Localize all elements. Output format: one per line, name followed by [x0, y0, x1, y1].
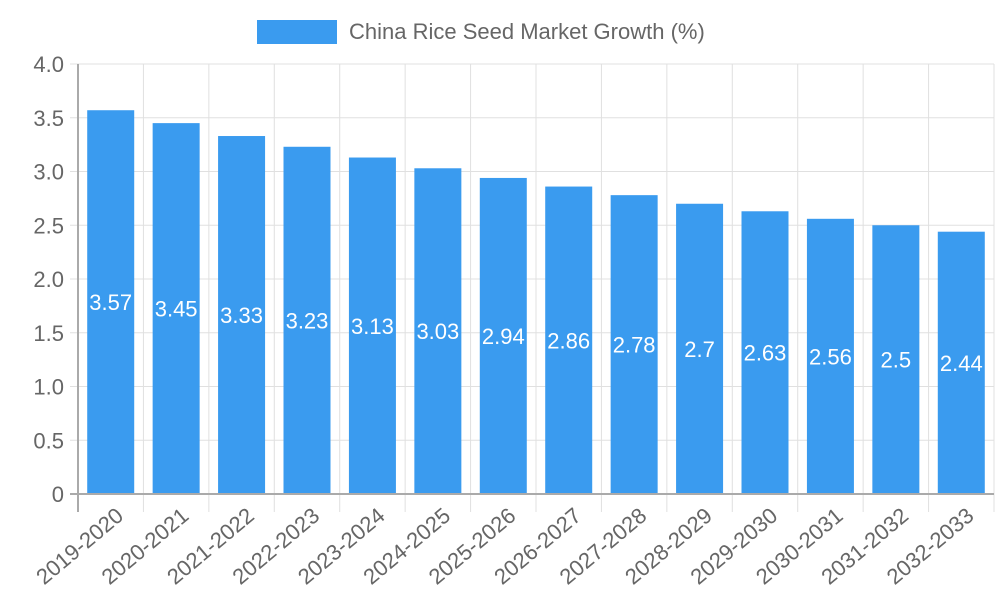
bar-value-label: 3.33 — [220, 303, 263, 328]
bar[interactable] — [87, 110, 135, 494]
bar-value-label: 2.78 — [613, 333, 656, 358]
y-tick-label: 3.0 — [33, 160, 64, 185]
bar[interactable] — [283, 146, 331, 494]
bar[interactable] — [218, 136, 266, 494]
bar[interactable] — [872, 225, 920, 494]
y-tick-label: 2.0 — [33, 267, 64, 292]
bar[interactable] — [152, 123, 200, 494]
bar[interactable] — [741, 211, 789, 494]
bar[interactable] — [676, 203, 724, 494]
bar[interactable] — [610, 195, 658, 494]
bar-value-label: 2.44 — [940, 351, 983, 376]
bar-value-label: 2.56 — [809, 344, 852, 369]
grid-lines — [70, 63, 995, 512]
bar-value-label: 2.86 — [547, 328, 590, 353]
y-tick-label: 3.5 — [33, 106, 64, 131]
bar[interactable] — [806, 218, 854, 495]
y-tick-label: 0 — [52, 482, 64, 507]
bar-value-label: 3.13 — [351, 314, 394, 339]
y-tick-label: 4.0 — [33, 52, 64, 77]
bar[interactable] — [348, 157, 396, 494]
legend-label: China Rice Seed Market Growth (%) — [349, 19, 705, 44]
bar[interactable] — [479, 177, 527, 494]
y-tick-label: 0.5 — [33, 428, 64, 453]
chart-legend[interactable]: China Rice Seed Market Growth (%) — [257, 19, 705, 44]
bar-value-label: 3.57 — [89, 290, 132, 315]
bar-value-label: 3.45 — [155, 297, 198, 322]
y-tick-label: 2.5 — [33, 213, 64, 238]
bar-value-label: 2.63 — [744, 341, 787, 366]
bar-value-label: 2.7 — [684, 337, 715, 362]
bar-value-label: 2.5 — [881, 348, 912, 373]
legend-swatch — [257, 20, 337, 44]
y-tick-label: 1.0 — [33, 375, 64, 400]
bar[interactable] — [545, 186, 593, 495]
bars: 3.57 3.45 3.33 3.23 3.13 3.03 2.94 2.86 2.78 2.7 2… — [87, 110, 985, 495]
bar-value-label: 2.94 — [482, 324, 525, 349]
bar[interactable] — [937, 231, 985, 494]
bar[interactable] — [414, 168, 462, 494]
bar-value-label: 3.03 — [416, 319, 459, 344]
bar-value-label: 3.23 — [286, 308, 329, 333]
y-tick-label: 1.5 — [33, 321, 64, 346]
